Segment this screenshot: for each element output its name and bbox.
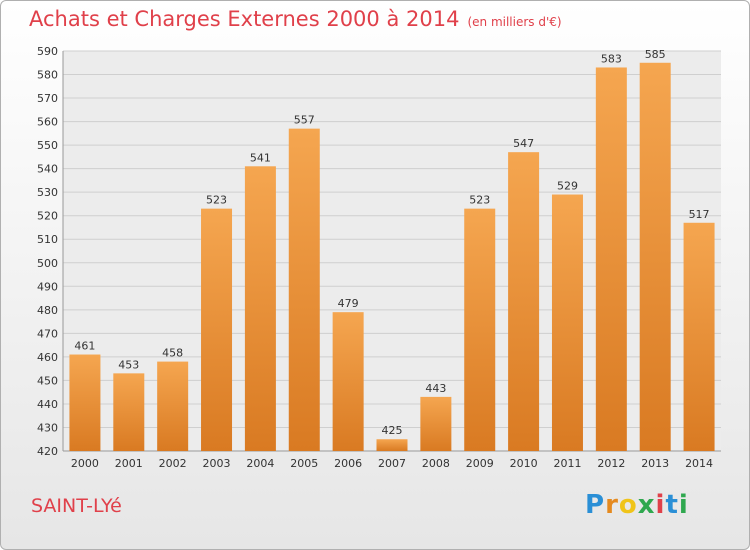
chart-title-text: Achats et Charges Externes 2000 à 2014 (29, 7, 460, 31)
value-label: 547 (513, 137, 534, 150)
bar-2001 (113, 373, 145, 451)
y-tick-label: 460 (37, 351, 58, 364)
x-tick-label: 2004 (246, 457, 274, 470)
bar-2005 (288, 128, 320, 451)
y-tick-label: 590 (37, 45, 58, 58)
value-label: 529 (557, 180, 578, 193)
x-tick-label: 2013 (641, 457, 669, 470)
value-label: 523 (469, 194, 490, 207)
x-tick-label: 2014 (685, 457, 713, 470)
y-tick-label: 450 (37, 374, 58, 387)
logo-letter: x (637, 490, 656, 520)
y-tick-label: 550 (37, 139, 58, 152)
bar-2002 (157, 361, 189, 451)
x-tick-label: 2012 (597, 457, 625, 470)
town-name: SAINT-LYé (31, 495, 122, 517)
y-tick-label: 490 (37, 280, 58, 293)
y-tick-label: 440 (37, 398, 58, 411)
value-label: 557 (294, 114, 315, 127)
logo-letter: t (665, 490, 679, 520)
x-tick-label: 2005 (290, 457, 318, 470)
value-label: 517 (689, 208, 710, 221)
bar-2010 (508, 152, 540, 452)
logo-letter: i (655, 490, 666, 520)
bar-2009 (464, 208, 496, 451)
y-tick-label: 420 (37, 445, 58, 458)
x-tick-label: 2002 (159, 457, 187, 470)
bar-2013 (639, 62, 671, 451)
bar-2012 (595, 67, 627, 452)
y-tick-label: 510 (37, 233, 58, 246)
x-tick-label: 2001 (115, 457, 143, 470)
value-label: 523 (206, 194, 227, 207)
y-tick-label: 520 (37, 210, 58, 223)
x-tick-label: 2007 (378, 457, 406, 470)
chart-unit: (en milliers d'€) (467, 15, 562, 29)
y-tick-label: 580 (37, 69, 58, 82)
y-tick-label: 570 (37, 92, 58, 105)
bar-2000 (69, 354, 101, 451)
bar-2014 (683, 222, 715, 451)
y-tick-label: 470 (37, 327, 58, 340)
bar-2006 (332, 312, 364, 451)
y-tick-label: 530 (37, 186, 58, 199)
value-label: 453 (118, 358, 139, 371)
x-tick-label: 2011 (553, 457, 581, 470)
bar-2007 (376, 439, 408, 451)
bar-2011 (551, 194, 583, 451)
value-label: 425 (382, 424, 403, 437)
y-tick-label: 430 (37, 421, 58, 434)
x-tick-label: 2010 (510, 457, 538, 470)
value-label: 443 (425, 382, 446, 395)
y-tick-label: 500 (37, 257, 58, 270)
x-tick-label: 2006 (334, 457, 362, 470)
y-tick-label: 560 (37, 116, 58, 129)
bar-2008 (420, 396, 452, 451)
logo-letter: P (585, 490, 606, 520)
y-tick-label: 480 (37, 304, 58, 317)
proxiti-logo: Proxiti (585, 490, 689, 520)
value-label: 583 (601, 52, 622, 65)
x-tick-label: 2008 (422, 457, 450, 470)
value-label: 461 (74, 340, 95, 353)
x-tick-label: 2000 (71, 457, 99, 470)
bar-2003 (201, 208, 233, 451)
logo-letter: o (618, 490, 638, 520)
logo-letter: i (678, 490, 689, 520)
chart-title: Achats et Charges Externes 2000 à 2014 (e… (29, 7, 562, 31)
y-tick-label: 540 (37, 163, 58, 176)
value-label: 479 (338, 297, 359, 310)
logo-letter: r (605, 490, 619, 520)
value-label: 541 (250, 151, 271, 164)
x-tick-label: 2009 (466, 457, 494, 470)
value-label: 458 (162, 347, 183, 360)
bar-2004 (244, 166, 276, 451)
value-label: 585 (645, 48, 666, 61)
x-tick-label: 2003 (203, 457, 231, 470)
